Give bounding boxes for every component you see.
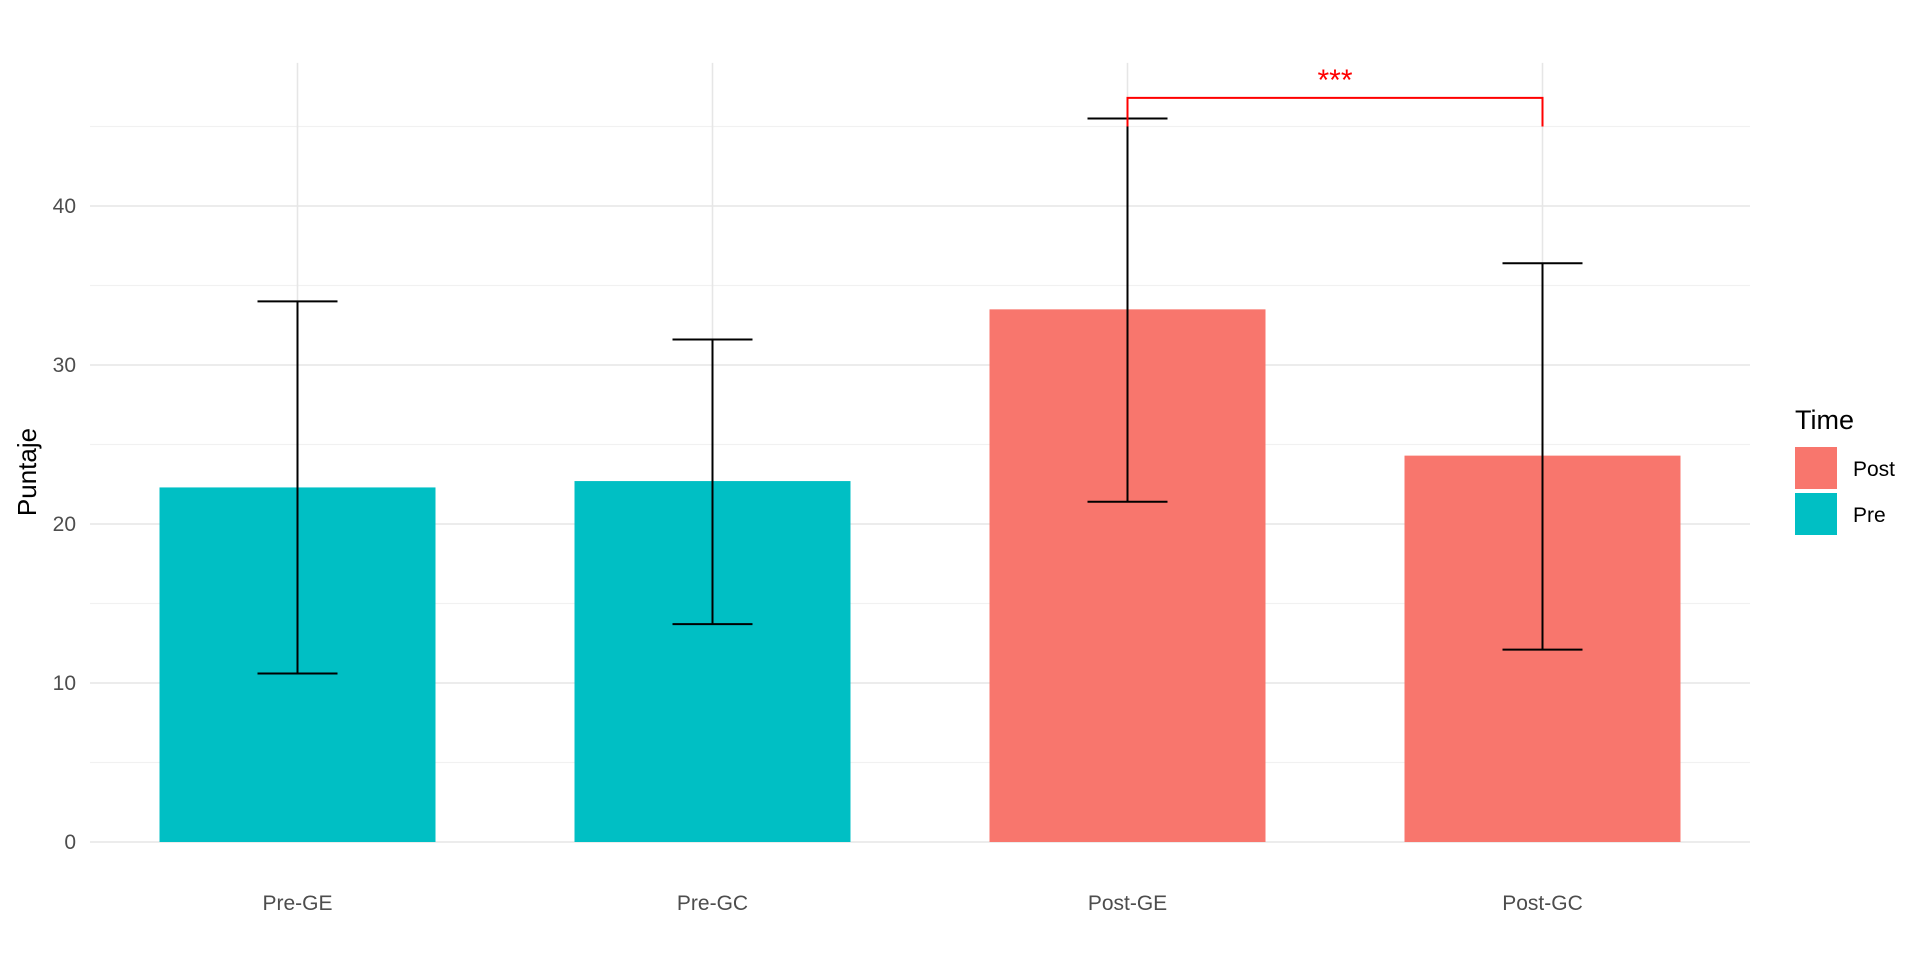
x-tick-label: Post-GC (1502, 892, 1583, 915)
error-bars (257, 117, 1583, 675)
y-tick-label: 0 (64, 831, 76, 854)
legend-label: Pre (1853, 504, 1886, 527)
legend: Time Post Pre (1795, 405, 1895, 535)
legend-swatch (1795, 447, 1837, 489)
legend-swatch (1795, 493, 1837, 535)
y-axis-ticks: 0 10 20 30 40 (53, 195, 76, 854)
significance-bracket (1126, 96, 1544, 127)
x-axis-ticks: Pre-GE Pre-GC Post-GE Post-GC (262, 892, 1582, 915)
y-tick-label: 10 (53, 672, 76, 695)
y-tick-label: 40 (53, 195, 76, 218)
y-tick-label: 30 (53, 354, 76, 377)
y-tick-label: 20 (53, 513, 76, 536)
significance-annotation: *** (1126, 64, 1544, 127)
x-tick-label: Pre-GE (262, 892, 332, 915)
x-tick-label: Pre-GC (677, 892, 748, 915)
legend-label: Post (1853, 458, 1895, 481)
legend-title: Time (1795, 405, 1854, 435)
y-axis-title: Puntaje (12, 428, 42, 516)
significance-label: *** (1317, 64, 1352, 97)
x-tick-label: Post-GE (1088, 892, 1167, 915)
